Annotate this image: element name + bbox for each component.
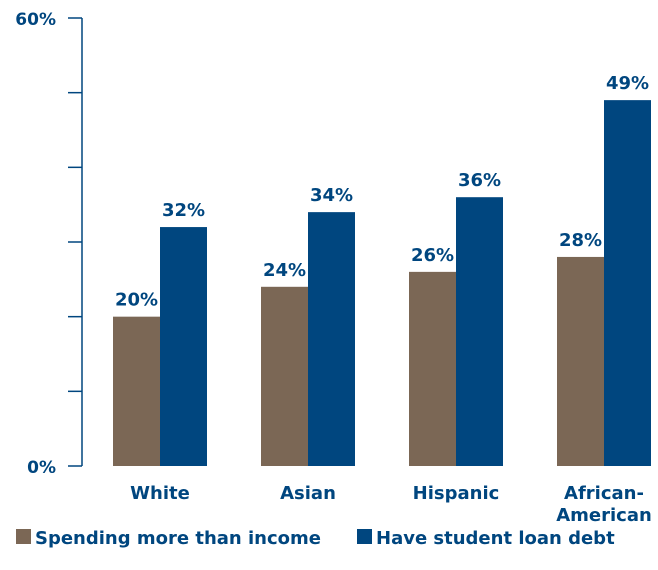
category-label: African-American bbox=[556, 483, 652, 526]
bar bbox=[604, 100, 651, 466]
category-label: Hispanic bbox=[413, 483, 500, 504]
category-label: White bbox=[130, 483, 190, 504]
legend: Spending more than income Have student lo… bbox=[16, 528, 615, 549]
bar bbox=[160, 227, 207, 466]
data-label: 36% bbox=[458, 170, 501, 191]
legend-label: Spending more than income bbox=[35, 528, 321, 549]
legend-label: Have student loan debt bbox=[376, 528, 615, 549]
bar bbox=[409, 271, 456, 466]
bar bbox=[557, 256, 604, 466]
data-label: 34% bbox=[310, 185, 353, 206]
data-label: 20% bbox=[115, 290, 158, 311]
category-labels-group: White Asian Hispanic African-American bbox=[130, 483, 652, 526]
bars-group bbox=[113, 100, 651, 466]
category-label: Asian bbox=[280, 483, 336, 504]
data-label: 32% bbox=[162, 200, 205, 221]
legend-swatch bbox=[16, 529, 31, 544]
y-tick-label: 0% bbox=[27, 458, 56, 478]
data-label: 26% bbox=[411, 245, 454, 266]
data-labels-group: 20% 32% 24% 34% 26% 36% 28% 49% bbox=[115, 73, 649, 311]
y-axis: 60% 0% bbox=[15, 10, 83, 478]
data-label: 28% bbox=[559, 230, 602, 251]
bar bbox=[308, 212, 355, 466]
y-tick-label: 60% bbox=[15, 10, 56, 30]
data-label: 49% bbox=[606, 73, 649, 94]
bar bbox=[456, 197, 503, 466]
bar bbox=[113, 316, 160, 466]
data-label: 24% bbox=[263, 260, 306, 281]
bar bbox=[261, 286, 308, 466]
legend-swatch bbox=[357, 529, 372, 544]
